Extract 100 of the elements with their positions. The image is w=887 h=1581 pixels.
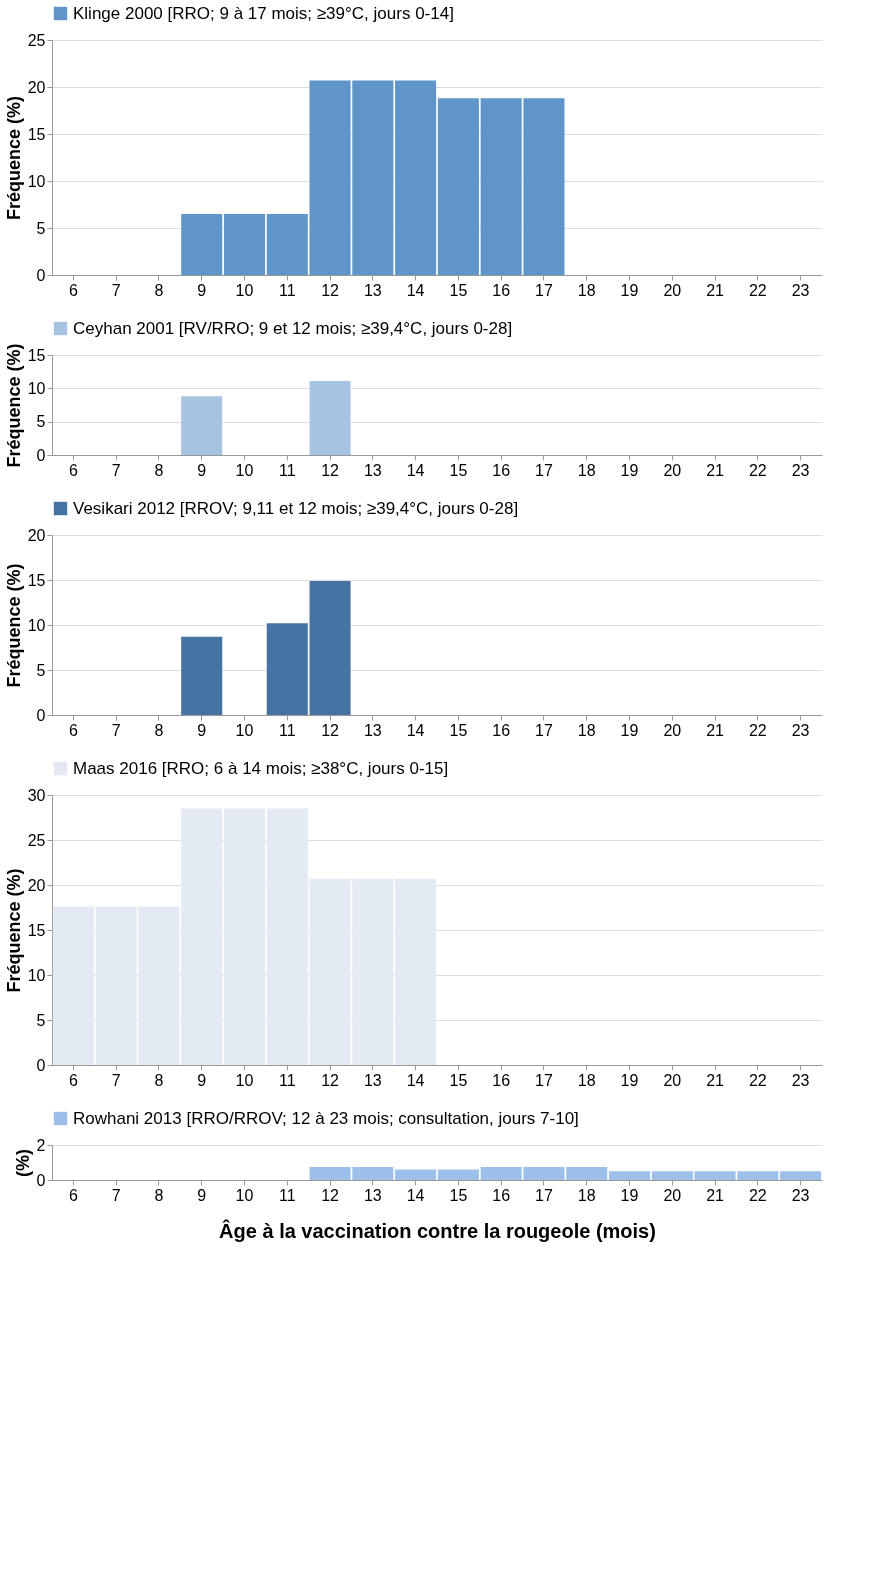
- x-tick-label: 17: [535, 1071, 553, 1089]
- x-tick-label: 18: [577, 721, 596, 739]
- x-tick-label: 20: [663, 1186, 682, 1204]
- x-tick-label: 10: [235, 281, 254, 299]
- x-tick-label: 11: [278, 461, 296, 479]
- y-axis-title: Fréquence (%): [3, 343, 24, 468]
- y-axis-title: Fréquence (%): [3, 95, 24, 221]
- y-tick-label: 5: [36, 661, 46, 679]
- x-tick-label: 10: [235, 461, 254, 479]
- x-tick-label: 10: [235, 1071, 254, 1089]
- x-axis-title: Âge à la vaccination contre la rougeole (mois): [219, 1218, 656, 1242]
- bar: [266, 623, 308, 715]
- x-tick-label: 19: [620, 461, 639, 479]
- x-tick-label: 16: [492, 721, 511, 739]
- y-tick-label: 0: [36, 1056, 46, 1074]
- x-tick-label: 17: [535, 721, 553, 739]
- x-tick-label: 21: [706, 721, 725, 739]
- y-tick-label: 25: [27, 31, 46, 49]
- x-tick-label: 14: [406, 461, 425, 479]
- x-tick-label: 7: [111, 281, 121, 299]
- y-tick-label: 2: [36, 1136, 46, 1154]
- x-tick-label: 15: [449, 461, 468, 479]
- x-tick-label: 11: [278, 281, 296, 299]
- x-tick-label: 23: [791, 1071, 810, 1089]
- bar: [181, 213, 223, 275]
- x-tick-label: 13: [363, 1071, 382, 1089]
- x-tick-label: 18: [577, 1186, 596, 1204]
- x-tick-label: 19: [620, 281, 639, 299]
- x-tick-label: 16: [492, 461, 511, 479]
- x-tick-label: 6: [68, 281, 78, 299]
- x-tick-label: 22: [748, 1071, 767, 1089]
- x-tick-label: 9: [197, 721, 207, 739]
- x-tick-label: 19: [620, 1071, 639, 1089]
- x-tick-label: 12: [321, 721, 340, 739]
- x-tick-label: 16: [492, 281, 511, 299]
- bar: [266, 808, 308, 1065]
- y-tick-label: 20: [27, 526, 46, 544]
- y-tick-label: 5: [36, 1011, 46, 1029]
- x-tick-label: 13: [363, 281, 382, 299]
- y-tick-label: 30: [27, 786, 46, 804]
- x-tick-label: 20: [663, 1071, 682, 1089]
- x-tick-label: 19: [620, 721, 639, 739]
- x-tick-label: 18: [577, 1071, 596, 1089]
- y-tick-label: 20: [27, 78, 46, 96]
- y-tick-label: 15: [27, 346, 46, 364]
- legend-label: Maas 2016 [RRO; 6 à 14 mois; ≥38°C, jours 0-15]: [73, 758, 449, 778]
- x-tick-label: 6: [68, 1186, 78, 1204]
- y-tick-label: 15: [27, 125, 46, 143]
- x-tick-label: 9: [197, 1186, 207, 1204]
- x-tick-label: 7: [111, 461, 121, 479]
- x-tick-label: 12: [321, 1186, 340, 1204]
- x-tick-label: 8: [154, 461, 164, 479]
- x-tick-label: 13: [363, 1186, 382, 1204]
- x-tick-label: 17: [535, 1186, 553, 1204]
- x-tick-label: 8: [154, 1186, 164, 1204]
- y-tick-label: 0: [36, 446, 46, 464]
- x-tick-label: 13: [363, 461, 382, 479]
- x-tick-label: 6: [68, 1071, 78, 1089]
- y-tick-label: 5: [36, 413, 46, 431]
- x-tick-label: 10: [235, 721, 254, 739]
- x-tick-label: 11: [278, 1071, 296, 1089]
- x-tick-label: 19: [620, 1186, 639, 1204]
- x-tick-label: 12: [321, 281, 340, 299]
- x-tick-label: 9: [197, 1071, 207, 1089]
- legend-label: Ceyhan 2001 [RV/RRO; 9 et 12 mois; ≥39,4°C, jours 0-28]: [73, 318, 513, 338]
- bar: [437, 98, 479, 275]
- y-tick-label: 10: [27, 379, 46, 397]
- y-axis-title: Fréquence (%): [3, 563, 24, 688]
- x-tick-label: 16: [492, 1186, 511, 1204]
- x-tick-label: 23: [791, 1186, 810, 1204]
- x-tick-label: 22: [748, 721, 767, 739]
- bar: [266, 213, 308, 275]
- x-tick-label: 6: [68, 461, 78, 479]
- bar: [52, 906, 94, 1065]
- bar: [395, 878, 437, 1065]
- x-tick-label: 15: [449, 1186, 468, 1204]
- x-tick-label: 7: [111, 721, 121, 739]
- y-tick-label: 15: [27, 571, 46, 589]
- y-tick-label: 10: [27, 172, 46, 190]
- x-tick-label: 15: [449, 721, 468, 739]
- legend-label: Klinge 2000 [RRO; 9 à 17 mois; ≥39°C, jours 0-14]: [73, 3, 454, 23]
- bar: [223, 213, 266, 275]
- y-tick-label: 0: [36, 706, 46, 724]
- legend-label: Vesikari 2012 [RROV; 9,11 et 12 mois; ≥39,4°C, jours 0-28]: [73, 498, 519, 518]
- x-tick-label: 9: [197, 281, 207, 299]
- y-tick-label: 20: [27, 876, 46, 894]
- x-tick-label: 6: [68, 721, 78, 739]
- y-tick-label: 0: [36, 266, 46, 284]
- y-tick-label: 0: [36, 1171, 46, 1189]
- x-tick-label: 14: [406, 721, 425, 739]
- legend-label: Rowhani 2013 [RRO/RROV; 12 à 23 mois; consultation, jours 7-10]: [73, 1108, 579, 1128]
- x-tick-label: 15: [449, 281, 468, 299]
- x-tick-label: 23: [791, 461, 810, 479]
- x-tick-label: 21: [706, 461, 725, 479]
- x-tick-label: 21: [706, 1071, 725, 1089]
- x-tick-label: 22: [748, 281, 767, 299]
- x-tick-label: 9: [197, 461, 207, 479]
- y-axis-title: (%): [12, 1149, 33, 1177]
- x-tick-label: 16: [492, 1071, 511, 1089]
- x-tick-label: 7: [111, 1186, 121, 1204]
